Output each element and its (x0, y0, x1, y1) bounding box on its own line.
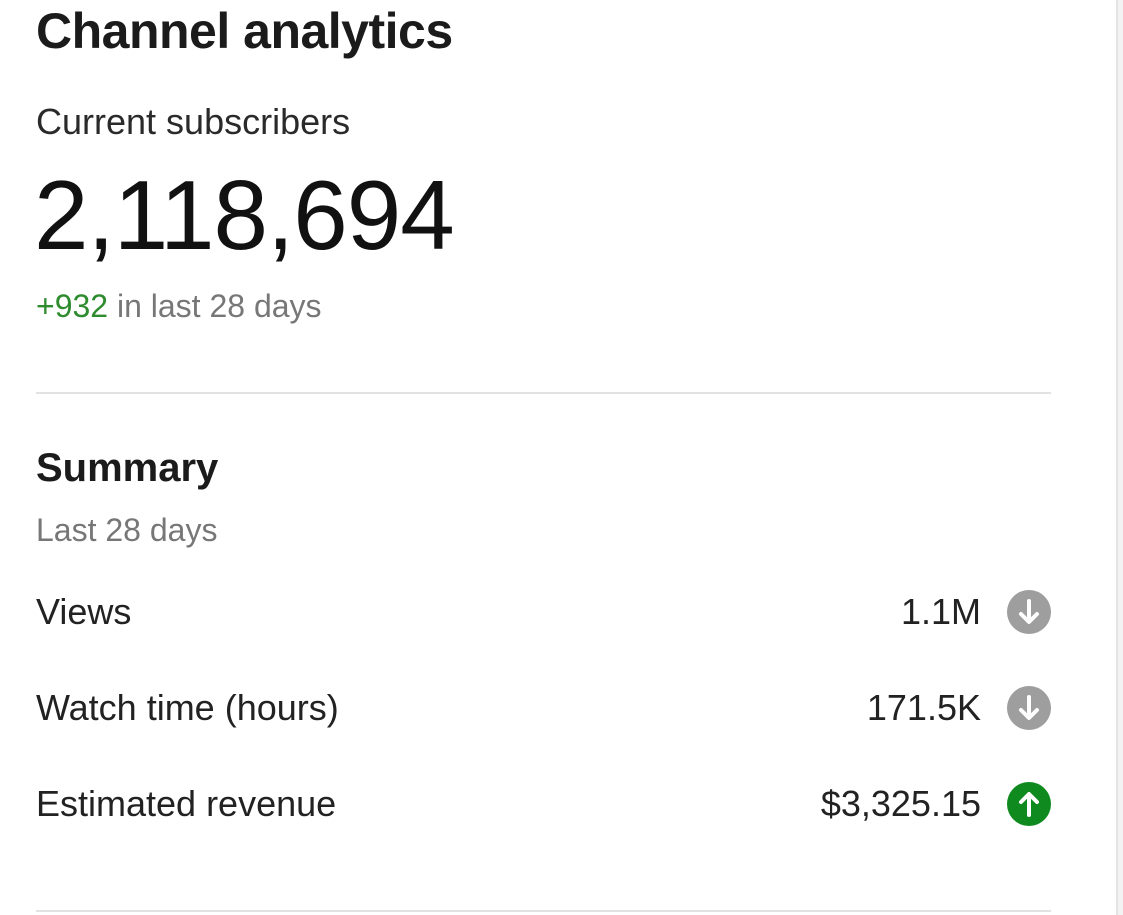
metric-label: Views (36, 591, 132, 632)
metric-row-estimated-revenue[interactable]: Estimated revenue $3,325.15 (36, 779, 1051, 829)
subscriber-change-delta: +932 (36, 288, 109, 324)
divider (36, 392, 1051, 394)
subscriber-change-period: in last 28 days (116, 288, 322, 324)
subscriber-count: 2,118,694 (34, 160, 455, 270)
subscriber-change: +932 in last 28 days (36, 288, 322, 325)
arrow-down-circle-icon (1007, 590, 1051, 634)
metric-label: Estimated revenue (36, 783, 337, 824)
arrow-up-circle-icon (1007, 782, 1051, 826)
metric-row-watch-time[interactable]: Watch time (hours) 171.5K (36, 683, 1051, 733)
metric-value: $3,325.15 (820, 783, 981, 824)
arrow-down-circle-icon (1007, 686, 1051, 730)
divider (36, 910, 1051, 912)
current-subscribers-label: Current subscribers (36, 101, 351, 142)
summary-title: Summary (36, 446, 219, 490)
summary-period: Last 28 days (36, 512, 218, 548)
metric-label: Watch time (hours) (36, 687, 339, 728)
card-title: Channel analytics (36, 3, 453, 59)
metric-row-views[interactable]: Views 1.1M (36, 587, 1051, 637)
metric-value: 1.1M (900, 591, 981, 632)
metric-value: 171.5K (866, 687, 981, 728)
